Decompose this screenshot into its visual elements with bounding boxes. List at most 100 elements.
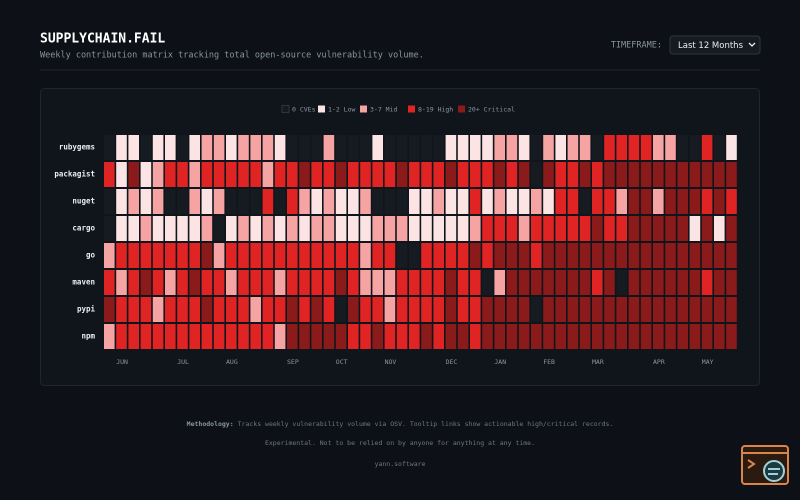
cell[interactable] — [518, 243, 530, 268]
cell[interactable] — [384, 243, 396, 268]
cell[interactable] — [579, 189, 591, 214]
cell[interactable] — [274, 216, 286, 241]
cell[interactable] — [165, 216, 176, 241]
cell[interactable] — [567, 243, 579, 268]
cell[interactable] — [689, 243, 701, 268]
cell[interactable] — [665, 297, 676, 322]
cell[interactable] — [409, 243, 420, 268]
cell[interactable] — [323, 162, 335, 187]
cell[interactable] — [482, 189, 493, 214]
cell[interactable] — [555, 189, 566, 214]
cell[interactable] — [653, 189, 664, 214]
cell[interactable] — [518, 216, 530, 241]
cell[interactable] — [518, 270, 530, 295]
cell[interactable] — [653, 324, 664, 349]
cell[interactable] — [653, 216, 664, 241]
cell[interactable] — [457, 243, 469, 268]
cell[interactable] — [555, 135, 566, 160]
cell[interactable] — [116, 162, 127, 187]
cell[interactable] — [165, 270, 176, 295]
cell[interactable] — [555, 270, 566, 295]
cell[interactable] — [640, 135, 652, 160]
cell[interactable] — [323, 324, 335, 349]
cell[interactable] — [250, 243, 261, 268]
cell[interactable] — [116, 216, 127, 241]
cell[interactable] — [335, 216, 347, 241]
cell[interactable] — [470, 216, 481, 241]
cell[interactable] — [506, 243, 518, 268]
cell[interactable] — [494, 216, 505, 241]
cell[interactable] — [396, 189, 408, 214]
cell[interactable] — [360, 243, 371, 268]
cell[interactable] — [701, 135, 713, 160]
cell[interactable] — [470, 162, 481, 187]
cell[interactable] — [262, 297, 274, 322]
cell[interactable] — [152, 297, 164, 322]
cell[interactable] — [360, 324, 371, 349]
cell[interactable] — [555, 162, 566, 187]
cell[interactable] — [116, 189, 127, 214]
cell[interactable] — [482, 243, 493, 268]
timeframe-select[interactable]: Last 12 Months — [669, 35, 761, 55]
cell[interactable] — [323, 243, 335, 268]
cell[interactable] — [714, 270, 725, 295]
cell[interactable] — [213, 297, 225, 322]
cell[interactable] — [628, 162, 640, 187]
cell[interactable] — [653, 162, 664, 187]
cell[interactable] — [238, 135, 249, 160]
cell[interactable] — [506, 270, 518, 295]
cell[interactable] — [433, 216, 444, 241]
cell[interactable] — [250, 297, 261, 322]
cell[interactable] — [421, 216, 432, 241]
cell[interactable] — [640, 189, 652, 214]
cell[interactable] — [384, 297, 396, 322]
cell[interactable] — [616, 216, 627, 241]
cell[interactable] — [518, 162, 530, 187]
cell[interactable] — [274, 324, 286, 349]
cell[interactable] — [177, 270, 188, 295]
cell[interactable] — [226, 324, 237, 349]
cell[interactable] — [372, 297, 383, 322]
cell[interactable] — [348, 297, 359, 322]
cell[interactable] — [665, 162, 676, 187]
cell[interactable] — [323, 135, 335, 160]
cell[interactable] — [677, 324, 688, 349]
cell[interactable] — [689, 135, 701, 160]
cell[interactable] — [604, 243, 615, 268]
cell[interactable] — [689, 270, 701, 295]
cell[interactable] — [396, 162, 408, 187]
cell[interactable] — [628, 135, 640, 160]
cell[interactable] — [421, 324, 432, 349]
cell[interactable] — [396, 324, 408, 349]
cell[interactable] — [140, 135, 152, 160]
cell[interactable] — [409, 270, 420, 295]
cell[interactable] — [226, 162, 237, 187]
cell[interactable] — [592, 135, 603, 160]
cell[interactable] — [152, 324, 164, 349]
cell[interactable] — [348, 189, 359, 214]
cell[interactable] — [311, 243, 322, 268]
cell[interactable] — [226, 297, 237, 322]
cell[interactable] — [104, 189, 115, 214]
cell[interactable] — [299, 216, 310, 241]
cell[interactable] — [213, 270, 225, 295]
cell[interactable] — [165, 297, 176, 322]
cell[interactable] — [201, 216, 213, 241]
cell[interactable] — [287, 189, 298, 214]
cell[interactable] — [360, 270, 371, 295]
cell[interactable] — [421, 270, 432, 295]
cell[interactable] — [653, 270, 664, 295]
cell[interactable] — [250, 189, 261, 214]
cell[interactable] — [726, 135, 737, 160]
cell[interactable] — [104, 270, 115, 295]
cell[interactable] — [531, 270, 542, 295]
cell[interactable] — [628, 189, 640, 214]
cell[interactable] — [201, 297, 213, 322]
cell[interactable] — [665, 270, 676, 295]
cell[interactable] — [604, 135, 615, 160]
cell[interactable] — [128, 135, 139, 160]
cell[interactable] — [116, 135, 127, 160]
cell[interactable] — [555, 216, 566, 241]
cell[interactable] — [335, 162, 347, 187]
cell[interactable] — [262, 243, 274, 268]
